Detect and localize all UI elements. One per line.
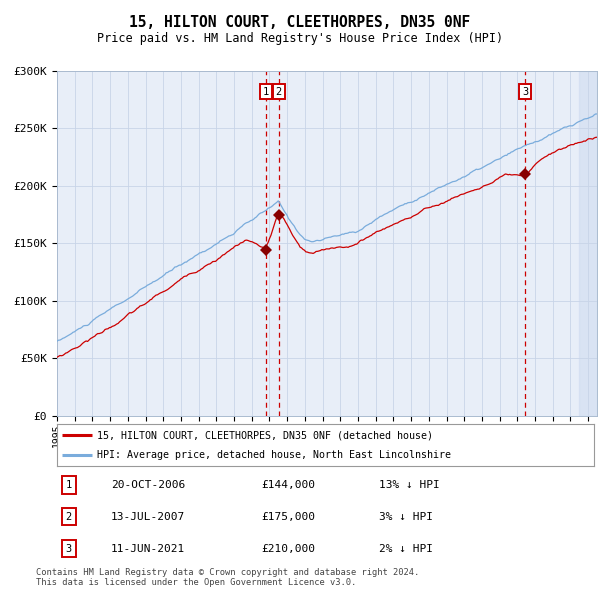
Bar [579,71,597,416]
Text: 3: 3 [65,544,72,553]
Text: 2: 2 [65,512,72,522]
Text: 1: 1 [65,480,72,490]
Text: Contains HM Land Registry data © Crown copyright and database right 2024.: Contains HM Land Registry data © Crown c… [36,568,419,577]
Text: 2% ↓ HPI: 2% ↓ HPI [379,544,433,553]
Text: 11-JUN-2021: 11-JUN-2021 [111,544,185,553]
Text: 3: 3 [522,87,528,97]
Text: 1: 1 [263,87,269,97]
Text: 13-JUL-2007: 13-JUL-2007 [111,512,185,522]
Text: Price paid vs. HM Land Registry's House Price Index (HPI): Price paid vs. HM Land Registry's House … [97,32,503,45]
Text: This data is licensed under the Open Government Licence v3.0.: This data is licensed under the Open Gov… [36,578,356,587]
Text: 15, HILTON COURT, CLEETHORPES, DN35 0NF (detached house): 15, HILTON COURT, CLEETHORPES, DN35 0NF … [97,430,433,440]
Text: 15, HILTON COURT, CLEETHORPES, DN35 0NF: 15, HILTON COURT, CLEETHORPES, DN35 0NF [130,15,470,30]
Text: 13% ↓ HPI: 13% ↓ HPI [379,480,440,490]
Text: £144,000: £144,000 [261,480,315,490]
Text: £175,000: £175,000 [261,512,315,522]
Text: HPI: Average price, detached house, North East Lincolnshire: HPI: Average price, detached house, Nort… [97,450,451,460]
Text: 2: 2 [276,87,282,97]
Text: £210,000: £210,000 [261,544,315,553]
Text: 20-OCT-2006: 20-OCT-2006 [111,480,185,490]
Text: 3% ↓ HPI: 3% ↓ HPI [379,512,433,522]
